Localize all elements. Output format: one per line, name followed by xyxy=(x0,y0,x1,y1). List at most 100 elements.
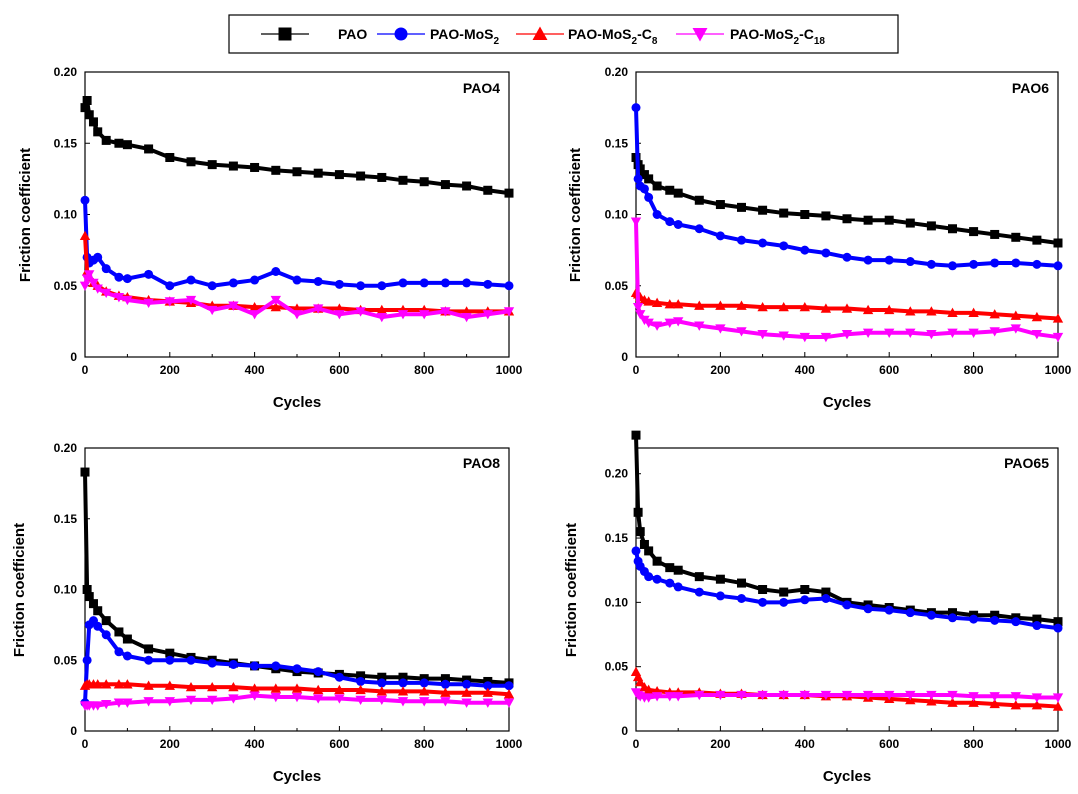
data-point-pao-mos2-c8 xyxy=(905,306,916,316)
data-point-pao-mos2 xyxy=(863,604,873,614)
series-pao-mos2-c18 xyxy=(79,691,515,711)
y-axis-label: Friction coefficient xyxy=(563,523,580,657)
data-point-pao-mos2-c18 xyxy=(207,305,218,316)
data-point-pao-mos2-c18 xyxy=(101,699,112,710)
data-point-pao-mos2-c18 xyxy=(632,302,644,313)
y-axis-label: Friction coefficient xyxy=(17,148,34,282)
data-point-pao-mos2 xyxy=(665,578,675,588)
data-point-pao xyxy=(758,585,768,594)
data-point-pao-mos2 xyxy=(1032,259,1042,269)
data-point-pao-mos2 xyxy=(504,681,514,691)
x-tick-label: 400 xyxy=(795,363,815,377)
data-point-pao-mos2 xyxy=(334,672,344,682)
data-point-pao-mos2 xyxy=(122,651,132,661)
data-point-pao xyxy=(821,587,831,597)
data-point-pao xyxy=(631,430,641,440)
data-point-pao-mos2-c8 xyxy=(989,309,1000,319)
x-tick-label: 1000 xyxy=(496,737,523,751)
y-tick-label: 0.10 xyxy=(605,595,629,609)
data-point-pao-mos2 xyxy=(821,248,831,258)
series-pao xyxy=(80,96,514,198)
data-point-pao xyxy=(84,592,94,602)
data-point-pao-mos2 xyxy=(969,614,979,624)
data-point-pao-mos2-c18 xyxy=(1031,330,1043,340)
data-point-pao-mos2-c18 xyxy=(799,332,810,343)
data-point-pao-mos2 xyxy=(504,281,514,291)
data-point-pao-mos2-c18 xyxy=(482,698,493,708)
data-point-pao-mos2-c8 xyxy=(820,303,832,313)
data-point-pao xyxy=(694,195,704,205)
data-point-pao-mos2 xyxy=(990,258,1000,268)
data-point-pao-mos2-c18 xyxy=(664,692,675,702)
data-point-pao-mos2-c18 xyxy=(841,330,853,340)
data-point-pao xyxy=(377,172,387,182)
data-point-pao xyxy=(665,563,675,573)
y-tick-label: 0 xyxy=(70,350,77,364)
data-point-pao-mos2-c8 xyxy=(440,687,451,697)
x-tick-label: 0 xyxy=(633,363,640,377)
data-point-pao-mos2 xyxy=(644,572,654,582)
data-point-pao-mos2 xyxy=(93,252,103,262)
data-point-pao-mos2-c18 xyxy=(291,310,303,320)
data-point-pao-mos2-c18 xyxy=(84,270,95,280)
data-point-pao-mos2-c8 xyxy=(926,306,937,316)
data-point-pao-mos2-c8 xyxy=(635,676,646,687)
data-point-pao-mos2 xyxy=(694,224,704,234)
data-point-pao-mos2-c18 xyxy=(270,692,281,703)
data-point-pao-mos2-c8 xyxy=(841,303,853,313)
data-point-pao xyxy=(635,164,645,174)
data-point-pao xyxy=(250,162,260,172)
data-point-pao xyxy=(93,606,103,616)
data-point-pao-mos2-c8 xyxy=(968,697,979,707)
y-tick-label: 0.05 xyxy=(605,279,629,293)
data-point-pao-mos2 xyxy=(926,610,936,620)
data-point-pao-mos2-c18 xyxy=(841,690,853,701)
data-point-pao-mos2-c18 xyxy=(334,694,345,704)
data-point-pao xyxy=(356,171,366,181)
data-point-pao-mos2-c8 xyxy=(1010,310,1021,320)
data-point-pao xyxy=(334,170,344,180)
data-point-pao xyxy=(122,140,132,150)
data-point-pao-mos2-c18 xyxy=(376,312,387,323)
data-point-pao-mos2-c8 xyxy=(185,681,197,692)
data-point-pao-mos2-c8 xyxy=(651,297,663,307)
data-point-pao-mos2-c8 xyxy=(313,684,324,695)
data-point-pao-mos2-c18 xyxy=(884,328,895,338)
data-point-pao-mos2-c18 xyxy=(461,312,472,323)
data-point-pao-mos2-c18 xyxy=(643,693,654,703)
data-point-pao-mos2-c18 xyxy=(862,690,874,701)
data-point-pao-mos2-c8 xyxy=(101,679,112,689)
data-point-pao-mos2-c18 xyxy=(397,310,409,320)
y-tick-label: 0.05 xyxy=(54,653,78,667)
data-point-pao-mos2-c18 xyxy=(113,293,125,303)
data-point-pao-mos2-c8 xyxy=(862,304,874,315)
data-point-pao xyxy=(673,188,683,198)
data-point-pao-mos2-c18 xyxy=(635,310,646,320)
data-point-pao-mos2-c8 xyxy=(1052,701,1064,711)
data-point-pao-mos2-c8 xyxy=(664,299,675,309)
data-point-pao xyxy=(800,585,810,594)
data-point-pao xyxy=(398,672,408,682)
data-point-pao xyxy=(652,181,662,191)
panel-title: PAO4 xyxy=(463,80,500,96)
x-tick-label: 200 xyxy=(710,363,730,377)
legend-entry-pao-mos2-c18: PAO-MoS2-C18 xyxy=(676,26,825,47)
data-point-pao-mos2 xyxy=(926,259,936,269)
data-point-pao-mos2-c18 xyxy=(503,307,515,317)
data-point-pao-mos2-c18 xyxy=(228,301,239,311)
x-tick-label: 400 xyxy=(795,737,815,751)
x-tick-label: 600 xyxy=(879,737,899,751)
data-point-pao-mos2 xyxy=(313,667,323,677)
data-point-pao-mos2 xyxy=(800,245,810,255)
data-point-pao xyxy=(737,578,746,588)
data-point-pao-mos2-c18 xyxy=(651,692,663,702)
data-point-pao xyxy=(694,572,704,582)
x-tick-label: 0 xyxy=(633,737,640,751)
data-point-pao-mos2-c18 xyxy=(113,698,125,708)
data-point-pao-mos2-c8 xyxy=(884,304,895,315)
data-point-pao-mos2-c18 xyxy=(947,328,958,338)
data-point-pao-mos2 xyxy=(1053,261,1063,271)
legend-entry-pao-mos2: PAO-MoS2 xyxy=(377,26,500,47)
data-point-pao xyxy=(440,674,450,684)
